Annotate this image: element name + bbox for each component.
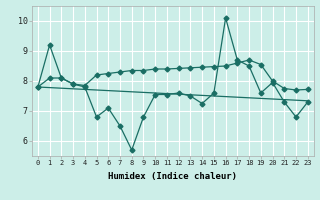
X-axis label: Humidex (Indice chaleur): Humidex (Indice chaleur) xyxy=(108,172,237,181)
